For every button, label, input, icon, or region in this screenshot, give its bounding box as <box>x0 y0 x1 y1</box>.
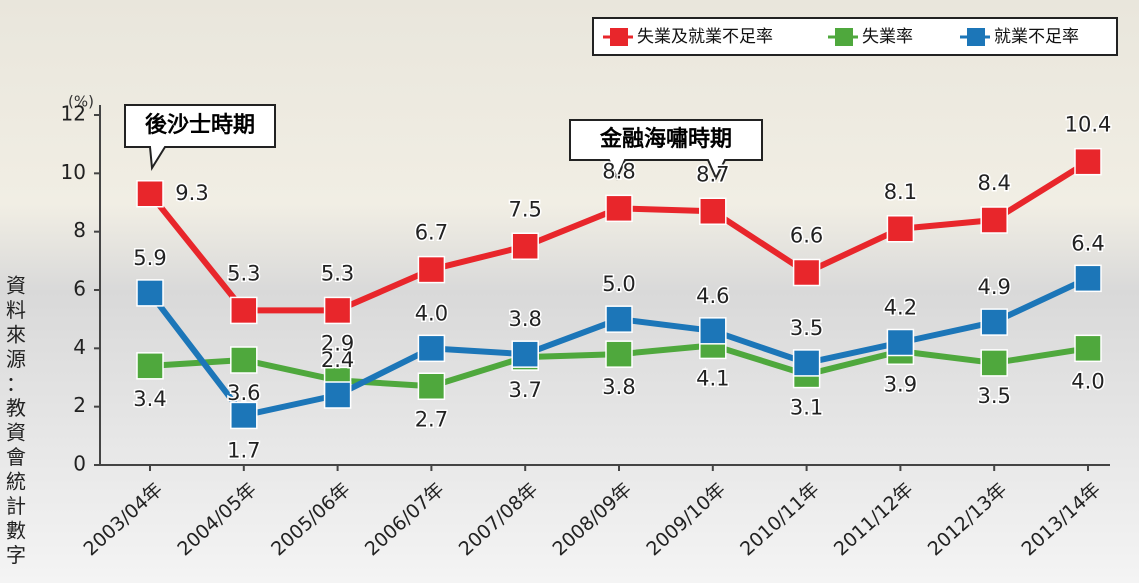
data-label: 10.4 <box>1065 113 1112 137</box>
data-label: 7.5 <box>508 197 541 221</box>
point-marker <box>980 206 1008 234</box>
data-label: 9.3 <box>175 181 208 205</box>
point-marker <box>230 296 258 325</box>
data-label: 6.4 <box>1071 231 1104 255</box>
point-marker <box>792 349 821 377</box>
data-label: 3.1 <box>790 396 823 420</box>
y-tick-label: 4 <box>73 335 86 359</box>
data-label: 4.6 <box>696 284 729 308</box>
source-char: 資 <box>6 274 26 298</box>
source-char: 數 <box>6 519 26 543</box>
data-label: 5.0 <box>602 272 635 296</box>
point-marker <box>1074 264 1102 293</box>
point-marker <box>1074 334 1102 363</box>
source-char: 來 <box>6 323 26 347</box>
callout <box>124 104 276 172</box>
legend-label: 失業及就業不足率 <box>637 27 773 47</box>
data-label: 2.9 <box>321 331 354 355</box>
legend-label: 失業率 <box>862 27 913 47</box>
point-marker <box>323 381 352 409</box>
point-marker <box>511 340 539 368</box>
point-marker <box>980 349 1008 377</box>
data-label: 3.5 <box>977 384 1010 408</box>
point-marker <box>699 317 727 345</box>
point-marker <box>230 346 258 374</box>
data-label: 4.2 <box>884 296 917 320</box>
point-marker <box>1074 147 1102 176</box>
data-label: 4.0 <box>1071 369 1104 393</box>
data-label: 5.3 <box>321 261 354 285</box>
source-char: 字 <box>6 543 26 567</box>
data-label: 5.3 <box>227 261 260 285</box>
point-marker <box>886 215 915 243</box>
point-marker <box>417 255 446 284</box>
point-marker <box>886 328 915 357</box>
point-marker <box>511 232 539 260</box>
data-label: 3.5 <box>790 316 823 340</box>
data-label: 3.4 <box>133 387 166 411</box>
data-label: 3.8 <box>602 375 635 399</box>
source-char: 資 <box>6 421 26 445</box>
legend-marker <box>967 28 985 46</box>
data-label: 1.7 <box>227 438 260 462</box>
source-char: ： <box>6 372 26 396</box>
data-label: 6.7 <box>415 221 448 245</box>
point-marker <box>605 305 633 333</box>
y-tick-label: 8 <box>73 218 86 242</box>
y-tick-label: 10 <box>61 160 86 184</box>
y-tick-label: 12 <box>61 102 86 126</box>
point-marker <box>417 372 446 400</box>
data-label: 8.7 <box>696 162 729 186</box>
data-label: 2.7 <box>415 407 448 431</box>
y-tick-label: 2 <box>73 393 86 417</box>
source-char: 會 <box>6 445 26 469</box>
annotation: 金融海嘯時期 <box>599 126 732 152</box>
data-label: 3.7 <box>508 378 541 402</box>
source-char: 料 <box>6 298 26 322</box>
data-label: 8.1 <box>884 180 917 204</box>
data-label: 2.4 <box>321 348 354 372</box>
data-label: 4.0 <box>415 301 448 325</box>
data-label: 6.6 <box>790 224 823 248</box>
data-label: 5.9 <box>133 246 166 270</box>
y-unit: (%) <box>68 93 94 111</box>
data-label: 4.9 <box>977 275 1010 299</box>
data-label: 3.9 <box>884 372 917 396</box>
source-char: 源 <box>6 347 26 371</box>
annotation: 後沙士時期 <box>145 112 255 138</box>
point-marker <box>230 401 258 430</box>
source-char: 教 <box>6 396 26 420</box>
y-tick-label: 0 <box>73 452 86 476</box>
point-marker <box>136 180 164 208</box>
data-label: 3.8 <box>508 307 541 331</box>
data-label: 3.6 <box>227 381 260 405</box>
data-label: 8.4 <box>977 171 1010 195</box>
source-char: 統 <box>6 470 26 494</box>
callout <box>569 119 763 181</box>
y-tick-label: 6 <box>73 277 86 301</box>
point-marker <box>980 308 1008 336</box>
point-marker <box>323 296 352 325</box>
point-marker <box>605 194 633 223</box>
source-char: 計 <box>6 494 26 518</box>
data-label: 8.8 <box>602 159 635 183</box>
legend-marker <box>835 28 853 46</box>
legend-marker <box>610 28 628 46</box>
point-marker <box>792 258 821 287</box>
legend-label: 就業不足率 <box>994 27 1079 47</box>
point-marker <box>605 340 633 368</box>
point-marker <box>699 197 727 225</box>
point-marker <box>136 279 164 307</box>
point-marker <box>136 352 164 380</box>
point-marker <box>417 334 446 363</box>
data-label: 4.1 <box>696 366 729 390</box>
